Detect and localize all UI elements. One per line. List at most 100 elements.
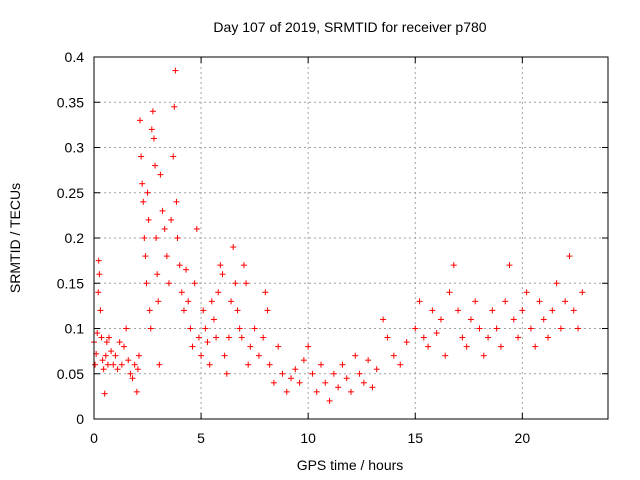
data-point xyxy=(562,298,569,305)
data-point xyxy=(187,325,194,332)
data-point xyxy=(95,289,102,296)
data-point xyxy=(170,153,177,160)
data-point xyxy=(412,325,419,332)
data-point xyxy=(240,262,247,269)
data-point xyxy=(540,316,547,323)
x-tick-label: 20 xyxy=(515,430,531,446)
data-point xyxy=(140,198,147,205)
data-point xyxy=(165,280,172,287)
data-point xyxy=(159,207,166,214)
data-point xyxy=(283,388,290,395)
data-point xyxy=(156,361,163,368)
data-point xyxy=(195,334,202,341)
data-point xyxy=(120,343,127,350)
y-tick-label: 0.35 xyxy=(57,94,84,110)
data-point xyxy=(153,235,160,241)
data-point xyxy=(523,289,530,296)
data-point xyxy=(176,262,183,269)
data-point xyxy=(397,361,404,368)
y-tick-label: 0.25 xyxy=(57,185,84,201)
x-tick-label: 0 xyxy=(90,430,98,446)
data-point xyxy=(215,289,222,296)
data-point xyxy=(270,379,277,386)
y-axis-label: SRMTID / TECUs xyxy=(7,183,23,293)
data-point xyxy=(553,280,560,287)
data-point xyxy=(255,352,262,359)
data-point xyxy=(193,225,200,232)
data-point xyxy=(429,307,436,314)
data-point xyxy=(493,325,500,332)
data-point xyxy=(318,361,325,368)
data-point xyxy=(330,370,337,377)
data-point xyxy=(433,330,440,337)
y-tick-label: 0.05 xyxy=(57,366,84,382)
data-point xyxy=(100,366,107,373)
data-point xyxy=(238,334,245,341)
data-point xyxy=(97,307,104,314)
data-point xyxy=(92,361,99,368)
data-point xyxy=(143,280,150,287)
data-point xyxy=(288,375,295,382)
data-point xyxy=(133,388,140,395)
data-point xyxy=(102,352,109,359)
data-point xyxy=(485,334,492,341)
data-point xyxy=(149,108,156,115)
data-point xyxy=(384,334,391,341)
data-point xyxy=(112,352,119,359)
data-point xyxy=(208,298,215,305)
data-point xyxy=(472,298,479,305)
data-point xyxy=(463,343,470,350)
data-point xyxy=(155,298,162,305)
data-point xyxy=(200,307,207,314)
data-point xyxy=(134,366,141,373)
data-point xyxy=(506,262,513,269)
y-tick-label: 0.2 xyxy=(65,230,85,246)
data-point xyxy=(127,370,134,377)
data-point xyxy=(566,253,573,260)
data-point xyxy=(236,325,243,332)
axes-ticks: 0 0.05 0.1 0.15 0.2 0.25 0.3 0.35 0.4 0 5 10 15 20 xyxy=(57,49,608,446)
y-tick-label: 0.4 xyxy=(65,49,85,65)
data-point xyxy=(527,325,534,332)
data-point xyxy=(266,361,273,368)
data-point xyxy=(206,361,213,368)
data-point xyxy=(202,325,209,332)
data-point xyxy=(183,266,190,273)
data-point xyxy=(373,366,380,373)
data-point xyxy=(326,397,333,404)
data-point xyxy=(103,339,110,346)
data-point xyxy=(536,298,543,305)
y-tick-label: 0.3 xyxy=(65,140,85,156)
data-point xyxy=(150,135,157,142)
data-point xyxy=(185,298,192,305)
data-point xyxy=(356,370,363,377)
data-point xyxy=(180,307,187,314)
data-point xyxy=(135,352,142,359)
x-tick-label: 5 xyxy=(197,430,205,446)
data-point xyxy=(99,357,106,364)
data-point xyxy=(352,352,359,359)
data-points xyxy=(91,67,586,404)
x-tick-label: 15 xyxy=(407,430,423,446)
data-point xyxy=(264,307,271,314)
data-point xyxy=(369,384,376,391)
data-point xyxy=(360,379,367,386)
x-tick-label: 10 xyxy=(300,430,316,446)
grid xyxy=(94,57,608,419)
data-point xyxy=(510,316,517,323)
y-tick-label: 0.1 xyxy=(65,321,85,337)
x-axis-label: GPS time / hours xyxy=(297,457,404,473)
data-point xyxy=(129,375,136,382)
data-point xyxy=(204,339,211,346)
data-point xyxy=(575,325,582,332)
data-point xyxy=(300,357,307,364)
data-point xyxy=(110,361,117,368)
data-point xyxy=(247,343,254,350)
data-point xyxy=(154,271,161,278)
data-point xyxy=(519,307,526,314)
data-point xyxy=(502,298,509,305)
data-point xyxy=(292,366,299,373)
data-point xyxy=(262,289,269,296)
data-point xyxy=(105,334,112,341)
